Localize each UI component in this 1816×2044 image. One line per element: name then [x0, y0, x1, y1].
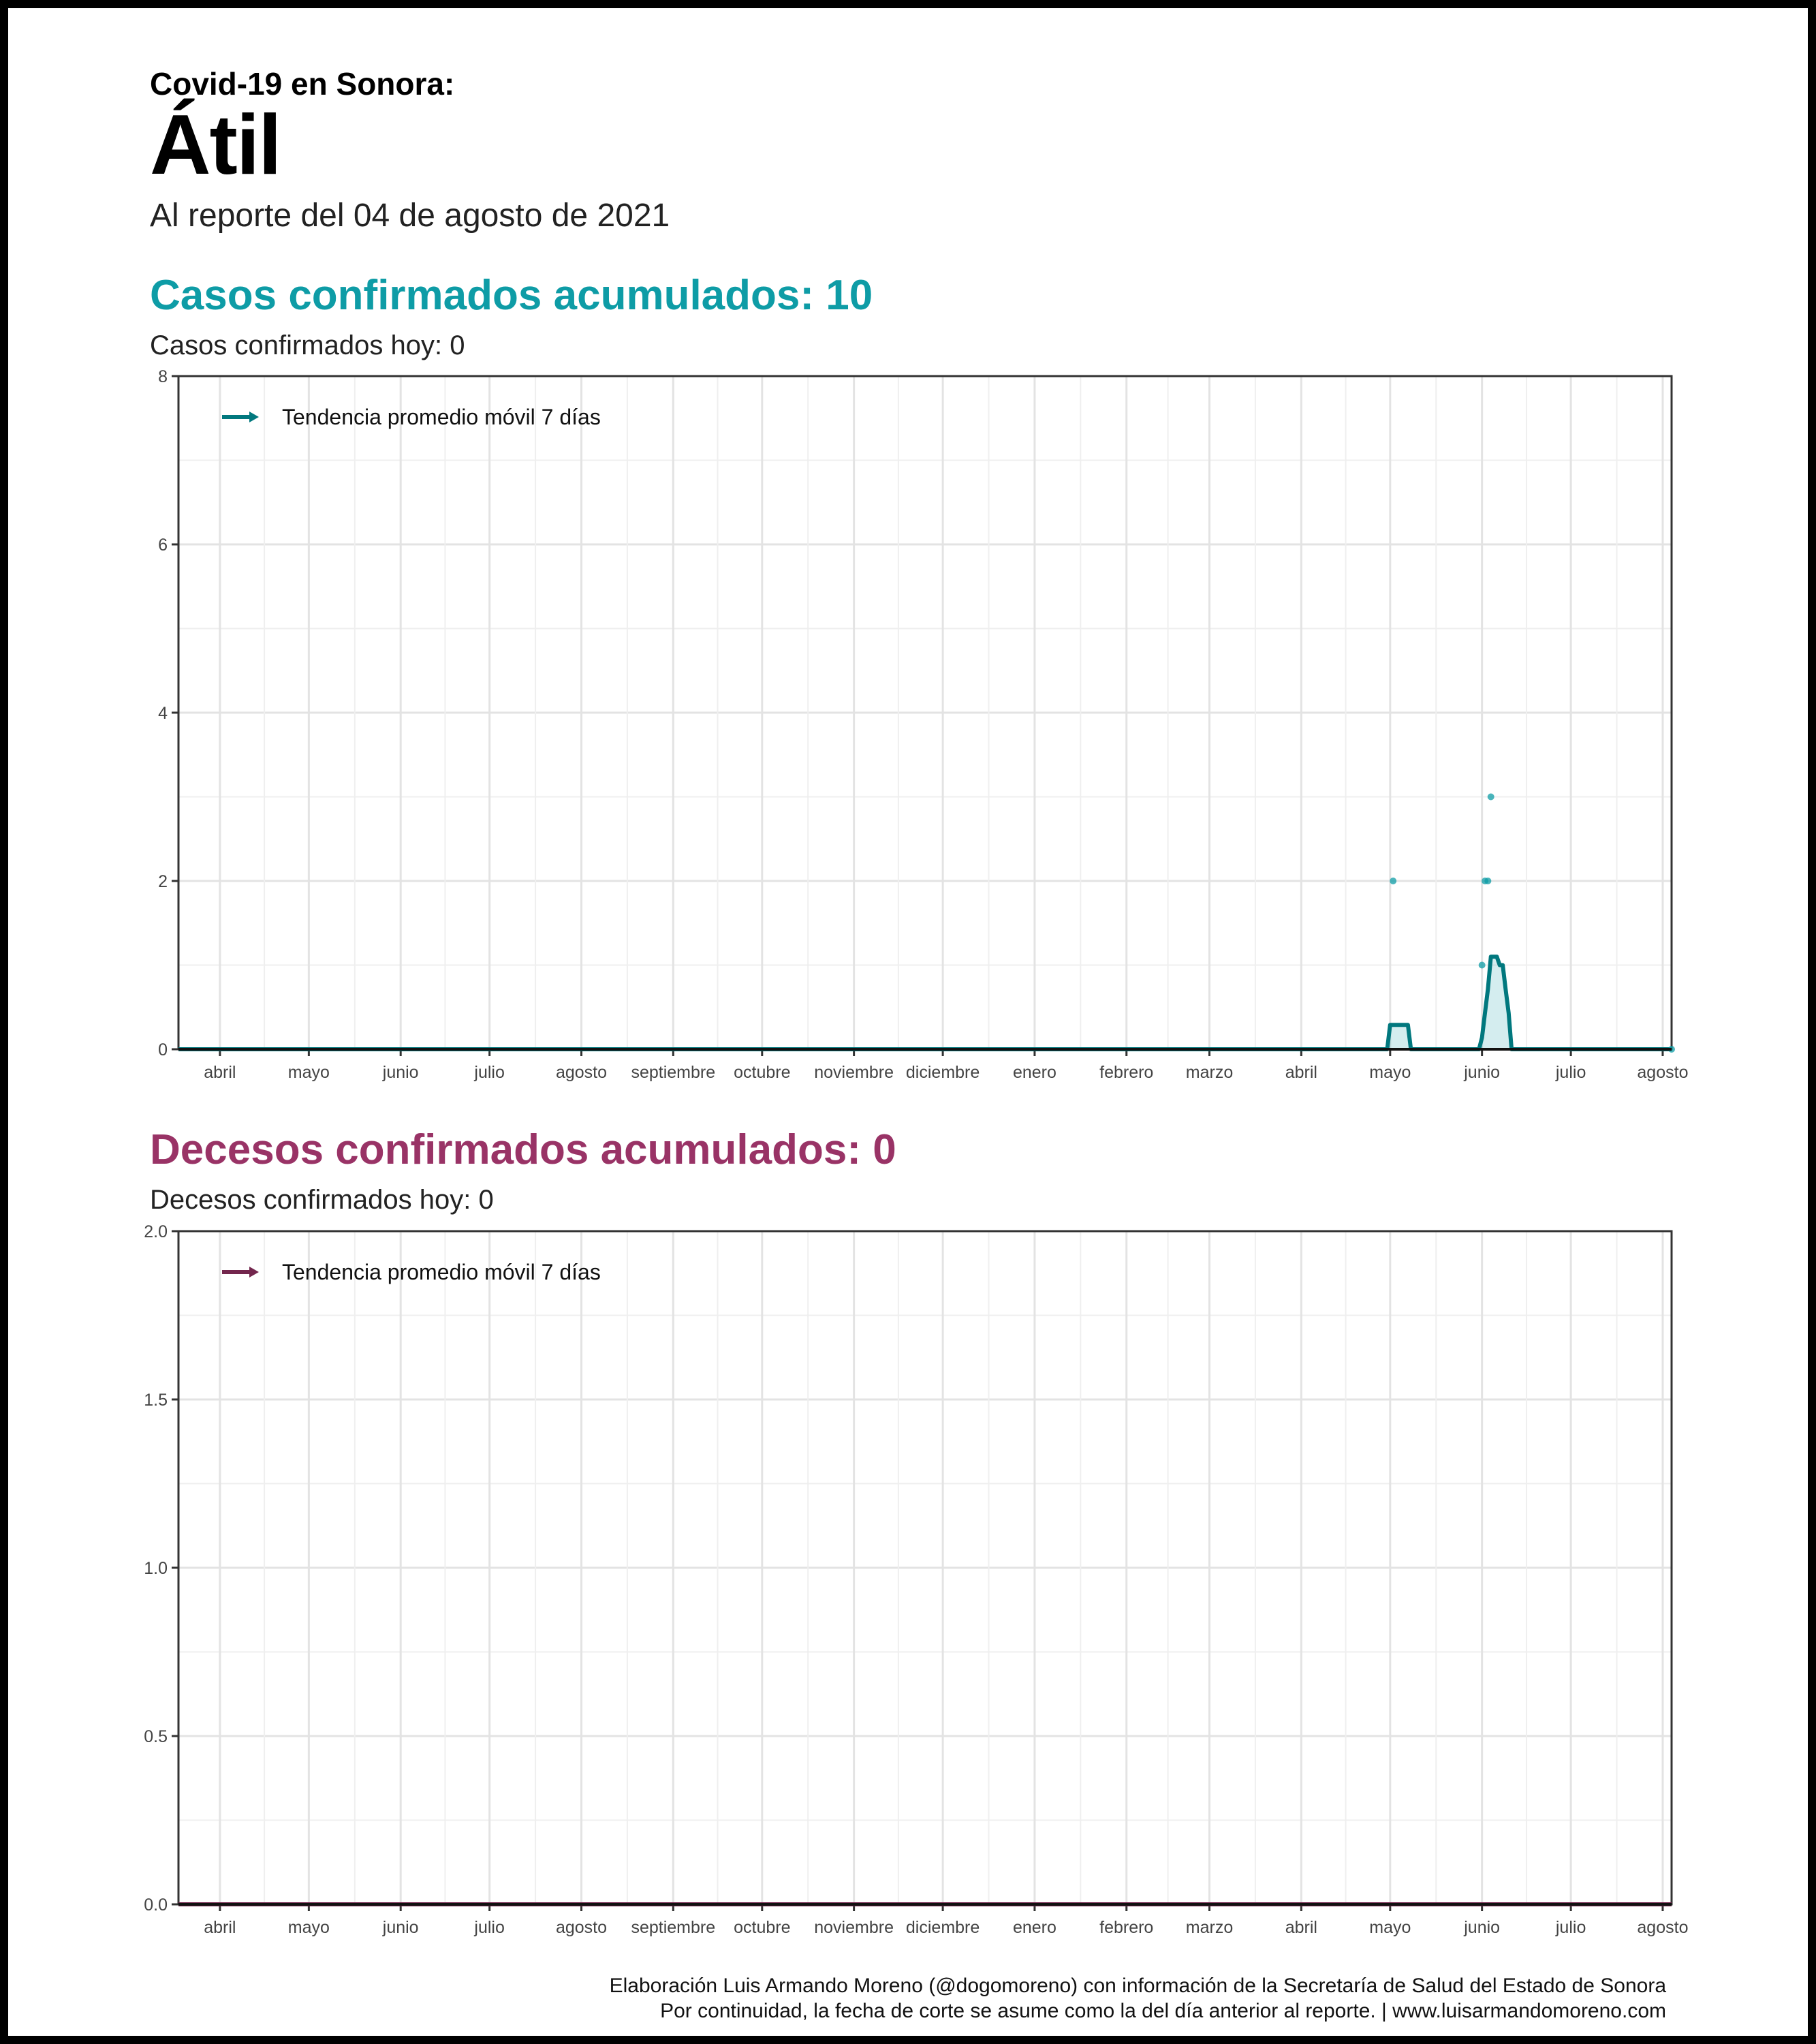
x-tick-label: junio: [1463, 1063, 1500, 1082]
x-tick-label: agosto: [556, 1918, 607, 1937]
legend-label: Tendencia promedio móvil 7 días: [282, 1260, 601, 1284]
x-tick-label: febrero: [1099, 1918, 1153, 1937]
deaths-chart: 0.0 0.5 1.0 1.5 2.0 abril mayo junio julio agosto…: [144, 1222, 1688, 1937]
x-tick-label: noviembre: [814, 1918, 894, 1937]
x-tick-label: junio: [382, 1918, 419, 1937]
plot-grid: [178, 1230, 1672, 1906]
trend-area: [178, 957, 1672, 1049]
cases-chart: 0 2 4 6 8 abril mayo junio julio agosto septiembre…: [158, 367, 1688, 1082]
y-tick-label: 1.5: [144, 1391, 168, 1410]
y-tick-label: 2: [158, 872, 168, 891]
y-tick-label: 4: [158, 704, 168, 723]
legend-arrow-icon: [249, 412, 259, 422]
y-tick-label: 1.0: [144, 1559, 168, 1578]
x-tick-label: abril: [1285, 1063, 1317, 1082]
chart-legend: Tendencia promedio móvil 7 días: [222, 1260, 601, 1284]
report-kicker: Covid-19 en Sonora:: [150, 66, 455, 102]
daily-count-point: [1478, 961, 1486, 969]
x-tick-label: julio: [1555, 1918, 1586, 1937]
plot-grid: [178, 375, 1672, 1051]
x-tick-label: marzo: [1186, 1918, 1233, 1937]
x-tick-label: abril: [1285, 1918, 1317, 1937]
x-tick-label: enero: [1013, 1918, 1056, 1937]
x-tick-label: octubre: [734, 1063, 790, 1082]
y-tick-label: 2.0: [144, 1222, 168, 1241]
cases-subtitle: Casos confirmados hoy: 0: [150, 330, 465, 360]
daily-count-point: [1484, 878, 1492, 884]
legend-arrow-icon: [249, 1267, 259, 1278]
report-canvas: Covid-19 en Sonora: Átil Al reporte del …: [8, 8, 1808, 2036]
x-tick-label: mayo: [1369, 1918, 1411, 1937]
y-tick-label: 0.0: [144, 1895, 168, 1915]
x-tick-label: octubre: [734, 1918, 790, 1937]
y-tick-label: 8: [158, 367, 168, 386]
credit-line: Elaboración Luis Armando Moreno (@dogomo…: [609, 1975, 1666, 1997]
x-tick-label: agosto: [556, 1063, 607, 1082]
y-tick-label: 0.5: [144, 1727, 168, 1746]
x-tick-label: diciembre: [906, 1918, 980, 1937]
x-tick-label: enero: [1013, 1063, 1056, 1082]
y-tick-label: 6: [158, 536, 168, 555]
cases-title: Casos confirmados acumulados: 10: [150, 272, 873, 319]
x-tick-label: mayo: [1369, 1063, 1411, 1082]
deaths-title: Decesos confirmados acumulados: 0: [150, 1126, 896, 1173]
disclaimer-line: Por continuidad, la fecha de corte se as…: [660, 2000, 1666, 2022]
daily-count-point: [1390, 878, 1397, 884]
daily-count-point: [1487, 793, 1494, 801]
x-tick-label: febrero: [1099, 1063, 1153, 1082]
x-tick-label: agosto: [1637, 1063, 1688, 1082]
x-tick-label: agosto: [1637, 1918, 1688, 1937]
x-tick-label: mayo: [288, 1063, 330, 1082]
x-tick-label: marzo: [1186, 1063, 1233, 1082]
municipality-name: Átil: [150, 98, 282, 192]
x-tick-label: septiembre: [631, 1063, 715, 1082]
report-date: Al reporte del 04 de agosto de 2021: [150, 198, 670, 234]
x-tick-label: julio: [473, 1063, 504, 1082]
trend-line: [178, 955, 1672, 1051]
x-tick-label: julio: [1555, 1063, 1586, 1082]
x-tick-label: abril: [204, 1918, 236, 1937]
x-tick-label: junio: [1463, 1918, 1500, 1937]
x-tick-label: julio: [473, 1918, 504, 1937]
x-tick-label: junio: [382, 1063, 419, 1082]
x-tick-label: mayo: [288, 1918, 330, 1937]
chart-legend: Tendencia promedio móvil 7 días: [222, 405, 601, 429]
x-tick-label: septiembre: [631, 1918, 715, 1937]
legend-label: Tendencia promedio móvil 7 días: [282, 405, 601, 429]
x-tick-label: diciembre: [906, 1063, 980, 1082]
y-tick-label: 0: [158, 1040, 168, 1059]
x-tick-label: abril: [204, 1063, 236, 1082]
x-tick-label: noviembre: [814, 1063, 894, 1082]
deaths-subtitle: Decesos confirmados hoy: 0: [150, 1185, 494, 1215]
